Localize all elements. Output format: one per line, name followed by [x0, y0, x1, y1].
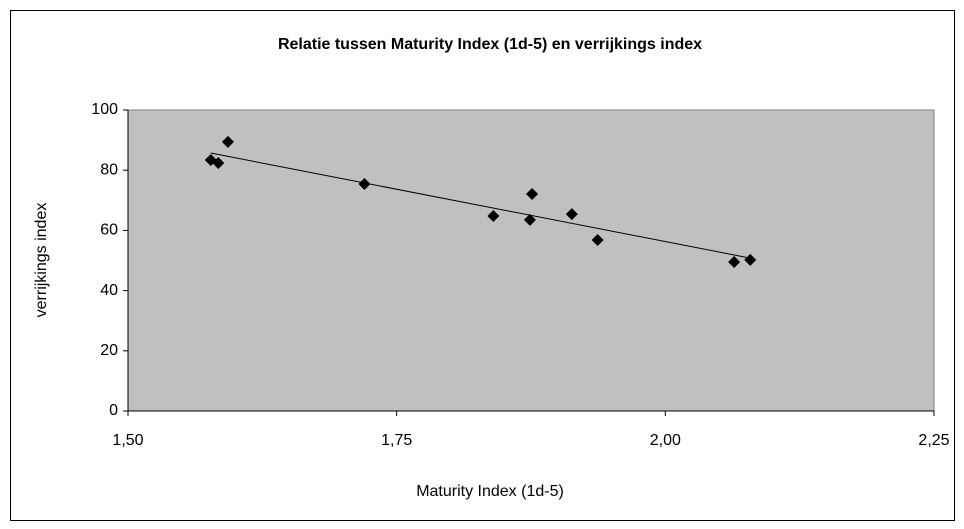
data-point [526, 187, 539, 200]
y-tick-label: 100 [91, 101, 118, 118]
y-tick-label: 0 [109, 402, 118, 419]
x-tick-label: 1,75 [381, 432, 412, 449]
chart-title: Relatie tussen Maturity Index (1d-5) en … [278, 36, 702, 53]
y-tick-label: 60 [100, 222, 118, 239]
data-point [591, 234, 604, 247]
x-tick-label: 2,25 [918, 432, 949, 449]
x-axis-title: Maturity Index (1d-5) [416, 483, 564, 500]
y-tick-label: 80 [100, 161, 118, 178]
trendline [210, 152, 751, 259]
y-axis-title: verrijkings index [33, 203, 50, 318]
data-point [221, 135, 234, 148]
data-point [358, 178, 371, 191]
data-point [523, 213, 536, 226]
data-point [487, 209, 500, 222]
data-point [728, 256, 741, 269]
data-point [744, 253, 757, 266]
y-tick-label: 40 [100, 282, 118, 299]
data-point [212, 156, 225, 169]
y-tick-label: 20 [100, 342, 118, 359]
x-tick-label: 2,00 [650, 432, 681, 449]
x-tick-label: 1,50 [112, 432, 143, 449]
plot-area [127, 109, 935, 412]
data-point [565, 208, 578, 221]
